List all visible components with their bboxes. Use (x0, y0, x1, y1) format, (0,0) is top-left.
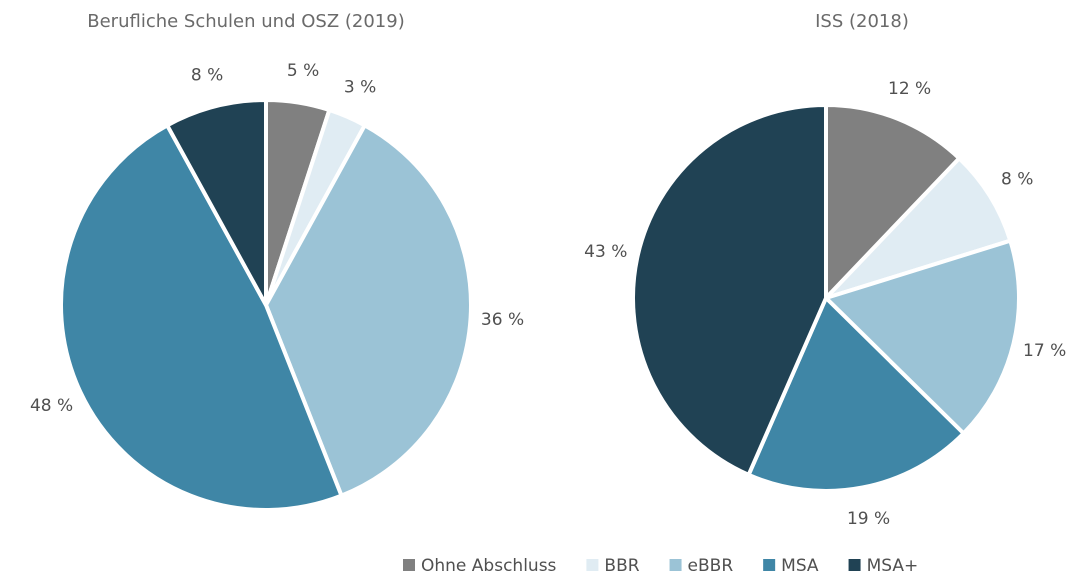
data-label: 48 % (30, 396, 73, 416)
pie-slice (824, 238, 1022, 436)
chart-title: ISS (2018) (815, 11, 909, 32)
data-label: 19 % (847, 509, 890, 529)
legend-swatch (669, 559, 682, 571)
chart-title: Berufliche Schulen und OSZ (2019) (87, 11, 404, 32)
data-label: 17 % (1023, 341, 1066, 361)
data-label: 43 % (584, 242, 627, 262)
legend-swatch (586, 559, 599, 571)
legend-swatch (763, 559, 776, 571)
data-label: 36 % (481, 310, 524, 330)
data-label: 12 % (888, 79, 931, 99)
legend-label: Ohne Abschluss (421, 556, 557, 575)
legend-swatch (848, 559, 861, 571)
data-label: 3 % (344, 77, 376, 97)
legend-label: MSA+ (867, 556, 919, 575)
data-label: 8 % (191, 65, 223, 85)
data-label: 8 % (1001, 169, 1033, 189)
legend-label: eBBR (688, 556, 734, 575)
pie-slice (746, 296, 966, 493)
legend-swatch (403, 559, 415, 571)
legend-label: BBR (604, 556, 639, 575)
pie-slice (165, 98, 268, 307)
pie-slice (264, 123, 473, 498)
pie-slice (824, 103, 962, 300)
data-label: 5 % (287, 61, 319, 81)
legend-label: MSA (781, 556, 819, 575)
pie-slice (59, 123, 344, 512)
pie-slice (631, 103, 828, 477)
